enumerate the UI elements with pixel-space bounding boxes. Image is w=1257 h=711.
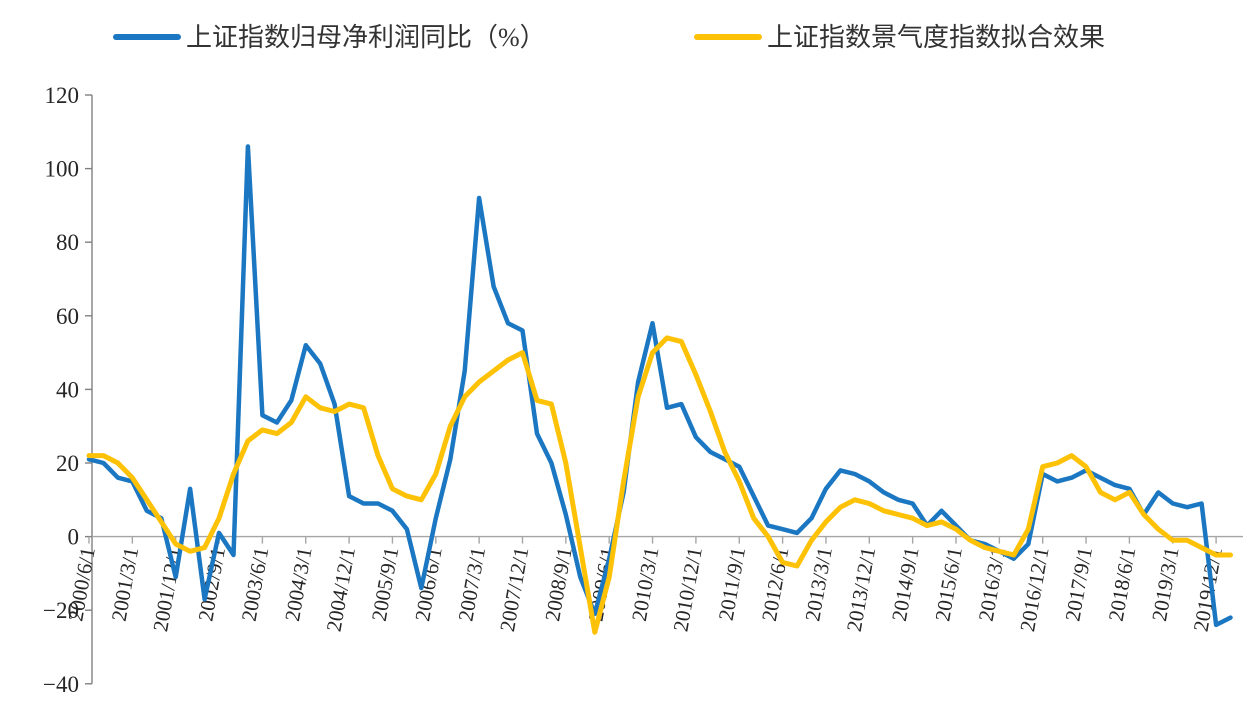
x-axis-label: 2016/3/1 bbox=[974, 545, 1011, 623]
x-axis-label: 2000/6/1 bbox=[63, 545, 100, 623]
x-axis-label: 2013/3/1 bbox=[800, 545, 837, 623]
x-axis-label: 2017/9/1 bbox=[1060, 545, 1097, 623]
x-axis-label: 2011/9/1 bbox=[714, 545, 750, 622]
x-axis-label: 2019/3/1 bbox=[1147, 545, 1184, 623]
x-axis-label: 2016/12/1 bbox=[1015, 545, 1053, 633]
y-axis-label: 60 bbox=[56, 304, 79, 329]
x-axis-label: 2015/6/1 bbox=[930, 545, 967, 623]
prosperity-fit-line bbox=[86, 335, 1233, 635]
x-axis-label: 2012/6/1 bbox=[757, 545, 794, 623]
x-axis-label: 2010/3/1 bbox=[627, 545, 664, 623]
y-axis-label: 100 bbox=[45, 157, 80, 182]
y-axis-label: 80 bbox=[56, 230, 79, 255]
x-axis-label: 2018/6/1 bbox=[1104, 545, 1141, 623]
y-axis-label: 120 bbox=[45, 83, 80, 108]
y-axis-label: 20 bbox=[56, 451, 79, 476]
x-axis-label: 2004/3/1 bbox=[280, 545, 317, 623]
x-axis-label: 2010/12/1 bbox=[668, 545, 706, 633]
legend-label-1: 上证指数景气度指数拟合效果 bbox=[767, 23, 1105, 52]
x-axis-label: 2004/12/1 bbox=[322, 545, 360, 633]
x-axis-label: 2014/9/1 bbox=[887, 545, 924, 623]
y-axis-label: 0 bbox=[68, 525, 80, 550]
x-axis-label: 2003/6/1 bbox=[237, 545, 274, 623]
x-axis-label: 2013/12/1 bbox=[842, 545, 880, 633]
x-axis-label: 2008/9/1 bbox=[540, 545, 577, 623]
x-axis-label: 2001/3/1 bbox=[107, 545, 144, 623]
y-axis-label: −40 bbox=[43, 672, 79, 697]
x-axis-label: 2005/9/1 bbox=[367, 545, 404, 623]
y-axis-label: −20 bbox=[43, 598, 79, 623]
legend-label-0: 上证指数归母净利润同比（%） bbox=[186, 23, 546, 52]
x-axis-label: 2007/12/1 bbox=[495, 545, 533, 633]
y-axis-label: 40 bbox=[56, 377, 79, 402]
x-axis-label: 2007/3/1 bbox=[453, 545, 490, 623]
